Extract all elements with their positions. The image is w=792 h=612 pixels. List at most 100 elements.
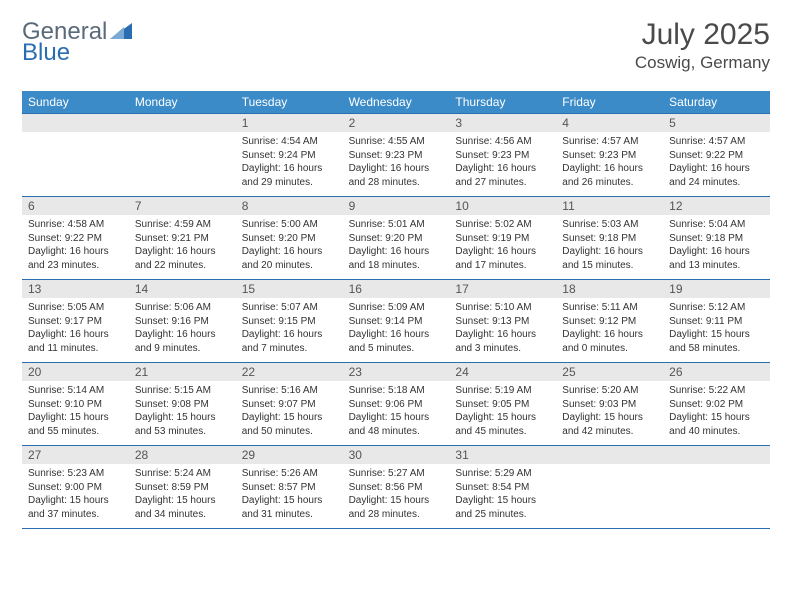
weekday-fri: Friday bbox=[556, 91, 663, 113]
calendar-cell: 6Sunrise: 4:58 AMSunset: 9:22 PMDaylight… bbox=[22, 197, 129, 279]
day-info: Sunrise: 4:55 AMSunset: 9:23 PMDaylight:… bbox=[343, 132, 450, 192]
empty-day-bar bbox=[22, 114, 129, 132]
day-number: 6 bbox=[22, 197, 129, 215]
day-number: 26 bbox=[663, 363, 770, 381]
empty-day-bar bbox=[556, 446, 663, 464]
day-number: 25 bbox=[556, 363, 663, 381]
day-number: 13 bbox=[22, 280, 129, 298]
day-info: Sunrise: 4:57 AMSunset: 9:22 PMDaylight:… bbox=[663, 132, 770, 192]
calendar-cell: 14Sunrise: 5:06 AMSunset: 9:16 PMDayligh… bbox=[129, 280, 236, 362]
calendar-cell: 1Sunrise: 4:54 AMSunset: 9:24 PMDaylight… bbox=[236, 114, 343, 196]
weekday-sun: Sunday bbox=[22, 91, 129, 113]
day-number: 21 bbox=[129, 363, 236, 381]
calendar-cell bbox=[22, 114, 129, 196]
day-info: Sunrise: 4:57 AMSunset: 9:23 PMDaylight:… bbox=[556, 132, 663, 192]
day-number: 27 bbox=[22, 446, 129, 464]
day-number: 29 bbox=[236, 446, 343, 464]
day-number: 3 bbox=[449, 114, 556, 132]
month-title: July 2025 bbox=[635, 18, 770, 51]
day-info: Sunrise: 5:07 AMSunset: 9:15 PMDaylight:… bbox=[236, 298, 343, 358]
day-info: Sunrise: 5:27 AMSunset: 8:56 PMDaylight:… bbox=[343, 464, 450, 524]
weekday-sat: Saturday bbox=[663, 91, 770, 113]
day-info: Sunrise: 5:02 AMSunset: 9:19 PMDaylight:… bbox=[449, 215, 556, 275]
calendar-cell: 29Sunrise: 5:26 AMSunset: 8:57 PMDayligh… bbox=[236, 446, 343, 528]
calendar-cell: 4Sunrise: 4:57 AMSunset: 9:23 PMDaylight… bbox=[556, 114, 663, 196]
day-info: Sunrise: 5:00 AMSunset: 9:20 PMDaylight:… bbox=[236, 215, 343, 275]
day-number: 18 bbox=[556, 280, 663, 298]
empty-day-bar bbox=[129, 114, 236, 132]
day-info: Sunrise: 5:04 AMSunset: 9:18 PMDaylight:… bbox=[663, 215, 770, 275]
calendar-cell: 13Sunrise: 5:05 AMSunset: 9:17 PMDayligh… bbox=[22, 280, 129, 362]
calendar-cell bbox=[129, 114, 236, 196]
calendar-cell: 8Sunrise: 5:00 AMSunset: 9:20 PMDaylight… bbox=[236, 197, 343, 279]
day-number: 2 bbox=[343, 114, 450, 132]
calendar-cell: 31Sunrise: 5:29 AMSunset: 8:54 PMDayligh… bbox=[449, 446, 556, 528]
calendar-cell: 3Sunrise: 4:56 AMSunset: 9:23 PMDaylight… bbox=[449, 114, 556, 196]
day-number: 28 bbox=[129, 446, 236, 464]
day-info: Sunrise: 5:14 AMSunset: 9:10 PMDaylight:… bbox=[22, 381, 129, 441]
day-number: 16 bbox=[343, 280, 450, 298]
calendar-page: General July 2025 Coswig, Germany Blue S… bbox=[0, 0, 792, 547]
day-number: 4 bbox=[556, 114, 663, 132]
calendar-cell: 18Sunrise: 5:11 AMSunset: 9:12 PMDayligh… bbox=[556, 280, 663, 362]
calendar-cell: 22Sunrise: 5:16 AMSunset: 9:07 PMDayligh… bbox=[236, 363, 343, 445]
calendar-cell: 5Sunrise: 4:57 AMSunset: 9:22 PMDaylight… bbox=[663, 114, 770, 196]
day-info: Sunrise: 5:19 AMSunset: 9:05 PMDaylight:… bbox=[449, 381, 556, 441]
day-number: 1 bbox=[236, 114, 343, 132]
day-number: 14 bbox=[129, 280, 236, 298]
day-number: 7 bbox=[129, 197, 236, 215]
calendar-cell: 27Sunrise: 5:23 AMSunset: 9:00 PMDayligh… bbox=[22, 446, 129, 528]
calendar-week: 20Sunrise: 5:14 AMSunset: 9:10 PMDayligh… bbox=[22, 362, 770, 445]
day-number: 12 bbox=[663, 197, 770, 215]
day-number: 24 bbox=[449, 363, 556, 381]
calendar-cell: 9Sunrise: 5:01 AMSunset: 9:20 PMDaylight… bbox=[343, 197, 450, 279]
logo-triangle-icon bbox=[110, 18, 132, 46]
calendar-week: 6Sunrise: 4:58 AMSunset: 9:22 PMDaylight… bbox=[22, 196, 770, 279]
day-number: 8 bbox=[236, 197, 343, 215]
day-number: 11 bbox=[556, 197, 663, 215]
calendar-cell: 24Sunrise: 5:19 AMSunset: 9:05 PMDayligh… bbox=[449, 363, 556, 445]
calendar-body: 1Sunrise: 4:54 AMSunset: 9:24 PMDaylight… bbox=[22, 113, 770, 529]
weekday-mon: Monday bbox=[129, 91, 236, 113]
day-number: 31 bbox=[449, 446, 556, 464]
calendar-cell: 19Sunrise: 5:12 AMSunset: 9:11 PMDayligh… bbox=[663, 280, 770, 362]
location: Coswig, Germany bbox=[635, 53, 770, 73]
calendar-cell: 30Sunrise: 5:27 AMSunset: 8:56 PMDayligh… bbox=[343, 446, 450, 528]
calendar-week: 1Sunrise: 4:54 AMSunset: 9:24 PMDaylight… bbox=[22, 113, 770, 196]
day-info: Sunrise: 4:56 AMSunset: 9:23 PMDaylight:… bbox=[449, 132, 556, 192]
day-info: Sunrise: 5:06 AMSunset: 9:16 PMDaylight:… bbox=[129, 298, 236, 358]
weekday-header: Sunday Monday Tuesday Wednesday Thursday… bbox=[22, 91, 770, 113]
day-number: 9 bbox=[343, 197, 450, 215]
calendar-cell: 12Sunrise: 5:04 AMSunset: 9:18 PMDayligh… bbox=[663, 197, 770, 279]
day-number: 15 bbox=[236, 280, 343, 298]
day-info: Sunrise: 5:03 AMSunset: 9:18 PMDaylight:… bbox=[556, 215, 663, 275]
calendar-cell: 25Sunrise: 5:20 AMSunset: 9:03 PMDayligh… bbox=[556, 363, 663, 445]
day-info: Sunrise: 5:24 AMSunset: 8:59 PMDaylight:… bbox=[129, 464, 236, 524]
day-info: Sunrise: 5:09 AMSunset: 9:14 PMDaylight:… bbox=[343, 298, 450, 358]
calendar-cell: 17Sunrise: 5:10 AMSunset: 9:13 PMDayligh… bbox=[449, 280, 556, 362]
day-number: 17 bbox=[449, 280, 556, 298]
day-info: Sunrise: 5:20 AMSunset: 9:03 PMDaylight:… bbox=[556, 381, 663, 441]
day-info: Sunrise: 5:22 AMSunset: 9:02 PMDaylight:… bbox=[663, 381, 770, 441]
calendar-cell: 28Sunrise: 5:24 AMSunset: 8:59 PMDayligh… bbox=[129, 446, 236, 528]
day-number: 23 bbox=[343, 363, 450, 381]
calendar-cell: 20Sunrise: 5:14 AMSunset: 9:10 PMDayligh… bbox=[22, 363, 129, 445]
day-number: 22 bbox=[236, 363, 343, 381]
day-number: 30 bbox=[343, 446, 450, 464]
calendar-cell bbox=[663, 446, 770, 528]
calendar-week: 13Sunrise: 5:05 AMSunset: 9:17 PMDayligh… bbox=[22, 279, 770, 362]
weekday-tue: Tuesday bbox=[236, 91, 343, 113]
calendar-cell bbox=[556, 446, 663, 528]
day-info: Sunrise: 4:59 AMSunset: 9:21 PMDaylight:… bbox=[129, 215, 236, 275]
day-info: Sunrise: 5:18 AMSunset: 9:06 PMDaylight:… bbox=[343, 381, 450, 441]
empty-day-bar bbox=[663, 446, 770, 464]
day-info: Sunrise: 4:58 AMSunset: 9:22 PMDaylight:… bbox=[22, 215, 129, 275]
day-number: 19 bbox=[663, 280, 770, 298]
calendar-week: 27Sunrise: 5:23 AMSunset: 9:00 PMDayligh… bbox=[22, 445, 770, 529]
day-info: Sunrise: 5:01 AMSunset: 9:20 PMDaylight:… bbox=[343, 215, 450, 275]
day-info: Sunrise: 5:15 AMSunset: 9:08 PMDaylight:… bbox=[129, 381, 236, 441]
calendar-cell: 2Sunrise: 4:55 AMSunset: 9:23 PMDaylight… bbox=[343, 114, 450, 196]
day-info: Sunrise: 5:10 AMSunset: 9:13 PMDaylight:… bbox=[449, 298, 556, 358]
day-info: Sunrise: 4:54 AMSunset: 9:24 PMDaylight:… bbox=[236, 132, 343, 192]
day-number: 20 bbox=[22, 363, 129, 381]
